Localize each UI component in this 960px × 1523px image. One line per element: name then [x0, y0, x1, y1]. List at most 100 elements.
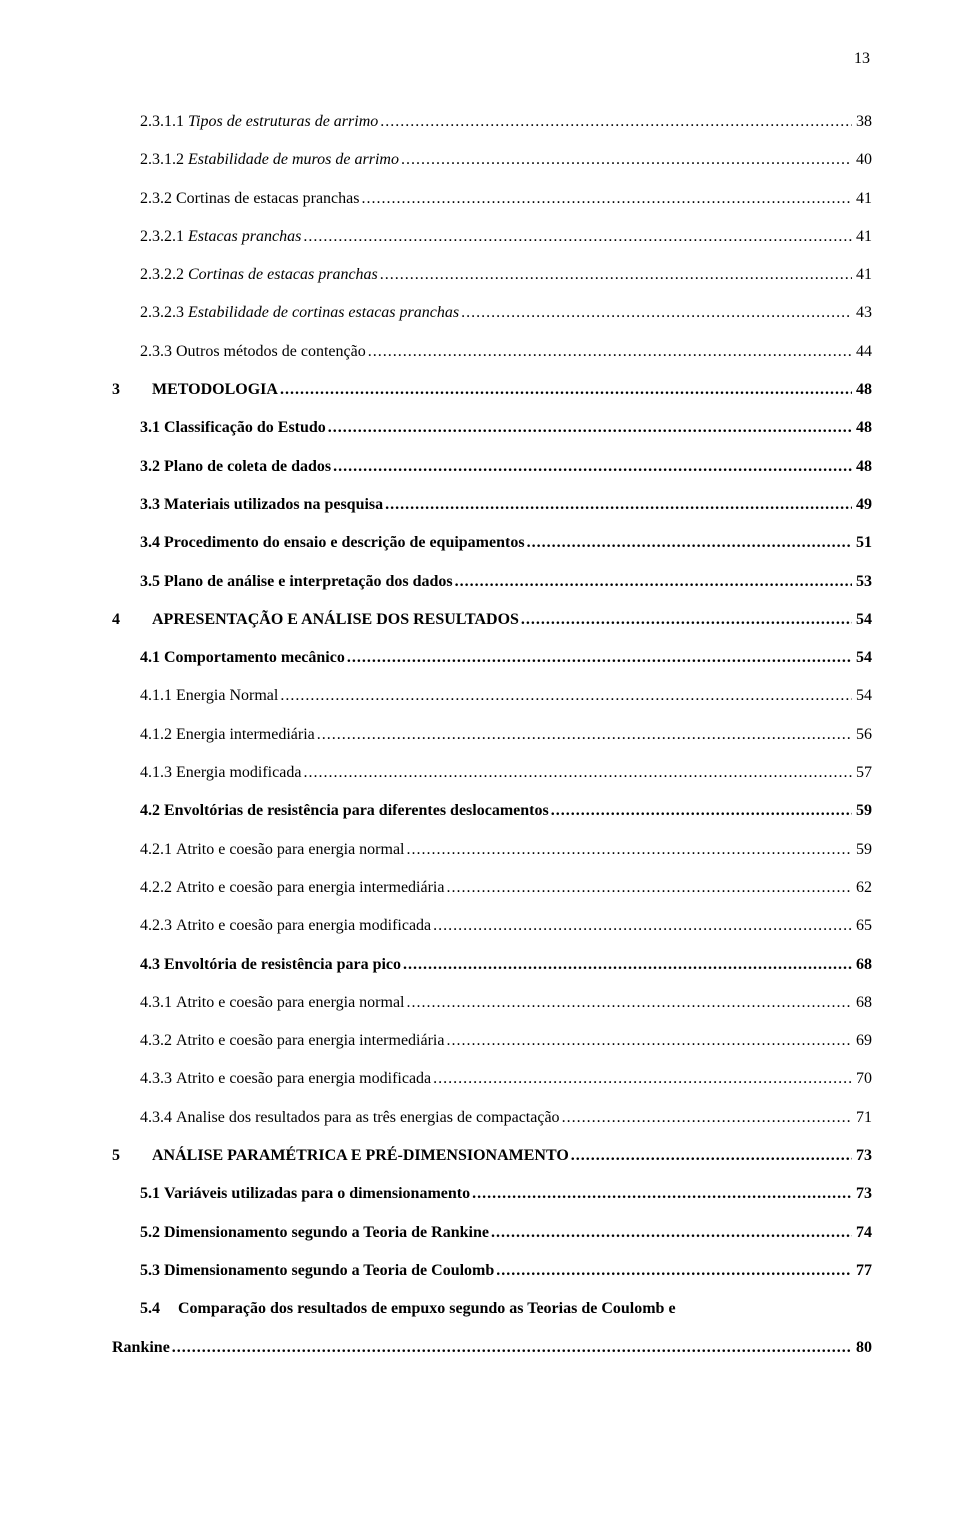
toc-entry-title: Atrito e coesão para energia intermediár…	[176, 876, 444, 900]
toc-entry: 4.1.2 Energia intermediária56	[112, 723, 872, 747]
toc-entry-page: 65	[854, 914, 872, 938]
toc-entry: 2.3.3 Outros métodos de contenção44	[112, 340, 872, 364]
toc-entry-title: Energia Normal	[176, 684, 278, 708]
toc-entry: 2.3.2.3 Estabilidade de cortinas estacas…	[112, 301, 872, 325]
toc-entry: 3.2 Plano de coleta de dados48	[112, 455, 872, 479]
toc-leader-dots	[527, 531, 852, 555]
toc-entry-title: Atrito e coesão para energia normal	[176, 991, 405, 1015]
toc-leader-dots	[280, 684, 852, 708]
toc-entry-title: ANÁLISE PARAMÉTRICA E PRÉ-DIMENSIONAMENT…	[152, 1144, 569, 1168]
toc-entry: 5.2 Dimensionamento segundo a Teoria de …	[112, 1221, 872, 1245]
toc-entry: 4.3.2 Atrito e coesão para energia inter…	[112, 1029, 872, 1053]
toc-entry-page: 43	[854, 301, 872, 325]
toc-entry: 2.3.2.1 Estacas pranchas41	[112, 225, 872, 249]
toc-entry-page: 41	[854, 263, 872, 287]
toc-entry-page: 40	[854, 148, 872, 172]
toc-entry-title: Plano de coleta de dados	[164, 455, 331, 479]
toc-entry: 4.1.3 Energia modificada57	[112, 761, 872, 785]
toc-entry-title: Procedimento do ensaio e descrição de eq…	[164, 531, 525, 555]
toc-entry-title: Classificação do Estudo	[164, 416, 326, 440]
toc-entry: 5.3 Dimensionamento segundo a Teoria de …	[112, 1259, 872, 1283]
toc-entry-number: 4.1.3	[140, 761, 176, 785]
toc-entry: 2.3.2.2 Cortinas de estacas pranchas41	[112, 263, 872, 287]
toc-leader-dots	[303, 761, 852, 785]
toc-entry-number: 4.2	[140, 799, 164, 823]
toc-entry-title: APRESENTAÇÃO E ANÁLISE DOS RESULTADOS	[152, 608, 519, 632]
toc-leader-dots	[172, 1336, 852, 1360]
toc-entry-number: 3.4	[140, 531, 164, 555]
toc-entry-number: 3.2	[140, 455, 164, 479]
toc-leader-dots	[328, 416, 852, 440]
toc-entry-title: Envoltória de resistência para pico	[164, 953, 401, 977]
toc-entry-title: Atrito e coesão para energia modificada	[176, 1067, 431, 1091]
toc-entry-title: Dimensionamento segundo a Teoria de Rank…	[164, 1221, 489, 1245]
toc-entry: 3.3 Materiais utilizados na pesquisa49	[112, 493, 872, 517]
toc-entry: 4.1 Comportamento mecânico54	[112, 646, 872, 670]
toc-entry: 4.2.3 Atrito e coesão para energia modif…	[112, 914, 872, 938]
toc-leader-dots	[317, 723, 852, 747]
toc-leader-dots	[491, 1221, 852, 1245]
toc-entry: 4.1.1 Energia Normal 54	[112, 684, 872, 708]
toc-entry: 5.4Comparação dos resultados de empuxo s…	[112, 1297, 872, 1359]
toc-entry-page: 54	[854, 684, 872, 708]
toc-leader-dots	[433, 914, 852, 938]
toc-entry-page: 54	[854, 646, 872, 670]
toc-entry: 2.3.1.1 Tipos de estruturas de arrimo38	[112, 110, 872, 134]
toc-leader-dots	[446, 1029, 852, 1053]
toc-entry-number: 2.3.1.1	[140, 110, 188, 134]
toc-entry-page: 80	[854, 1336, 872, 1360]
toc-entry-number: 3.1	[140, 416, 164, 440]
toc-entry-page: 68	[854, 991, 872, 1015]
toc-entry-page: 48	[854, 416, 872, 440]
toc-entry-number: 4.3	[140, 953, 164, 977]
toc-entry-title: Estabilidade de cortinas estacas prancha…	[188, 301, 459, 325]
toc-entry-title: Cortinas de estacas pranchas	[176, 187, 359, 211]
toc-entry-number: 4.3.2	[140, 1029, 176, 1053]
page-number: 13	[112, 50, 872, 68]
toc-entry-number: 2.3.2.1	[140, 225, 188, 249]
toc-entry-number: 4.1.2	[140, 723, 176, 747]
toc-leader-dots	[380, 263, 852, 287]
toc-entry: 4.2.1 Atrito e coesão para energia norma…	[112, 838, 872, 862]
toc-entry-page: 71	[854, 1106, 872, 1130]
toc-entry-title: Plano de análise e interpretação dos dad…	[164, 570, 453, 594]
toc-entry-title: Atrito e coesão para energia modificada	[176, 914, 431, 938]
toc-leader-dots	[403, 953, 852, 977]
toc-entry: 3.5 Plano de análise e interpretação dos…	[112, 570, 872, 594]
toc-leader-dots	[303, 225, 852, 249]
toc-entry-page: 44	[854, 340, 872, 364]
toc-entry-number: 2.3.2.3	[140, 301, 188, 325]
toc-entry-number: 5.2	[140, 1221, 164, 1245]
toc-entry-number: 4.1.1	[140, 684, 176, 708]
toc-entry-number: 4.1	[140, 646, 164, 670]
toc-entry: 4.3.4 Analise dos resultados para as trê…	[112, 1106, 872, 1130]
toc-entry-number: 3	[112, 378, 152, 402]
toc-entry-number: 5.1	[140, 1182, 164, 1206]
toc-entry-title: Estacas pranchas	[188, 225, 301, 249]
toc-entry-title: Comparação dos resultados de empuxo segu…	[178, 1300, 676, 1317]
toc-entry: 3 METODOLOGIA48	[112, 378, 872, 402]
toc-entry-title: Energia modificada	[176, 761, 301, 785]
toc-entry-title: Energia intermediária	[176, 723, 315, 747]
toc-leader-dots	[380, 110, 852, 134]
toc-entry-line1: 5.4Comparação dos resultados de empuxo s…	[140, 1297, 872, 1321]
toc-entry-page: 59	[854, 838, 872, 862]
toc-entry-page: 68	[854, 953, 872, 977]
toc-entry-number: 4.3.4	[140, 1106, 176, 1130]
toc-entry: 4.3.1 Atrito e coesão para energia norma…	[112, 991, 872, 1015]
toc-entry-number: 4.2.2	[140, 876, 176, 900]
toc-entry: 3.1 Classificação do Estudo 48	[112, 416, 872, 440]
toc-entry-page: 70	[854, 1067, 872, 1091]
toc-entry-number: 4	[112, 608, 152, 632]
toc-leader-dots	[407, 838, 853, 862]
toc-entry-page: 54	[854, 608, 872, 632]
toc-entry-number: 5	[112, 1144, 152, 1168]
toc-entry-title: Envoltórias de resistência para diferent…	[164, 799, 549, 823]
toc-entry: 2.3.2 Cortinas de estacas pranchas41	[112, 187, 872, 211]
toc-leader-dots	[455, 570, 852, 594]
toc-entry-number: 2.3.1.2	[140, 148, 188, 172]
toc-leader-dots	[407, 991, 853, 1015]
toc-entry-title: Cortinas de estacas pranchas	[188, 263, 378, 287]
toc-leader-dots	[347, 646, 852, 670]
toc-entry-page: 69	[854, 1029, 872, 1053]
